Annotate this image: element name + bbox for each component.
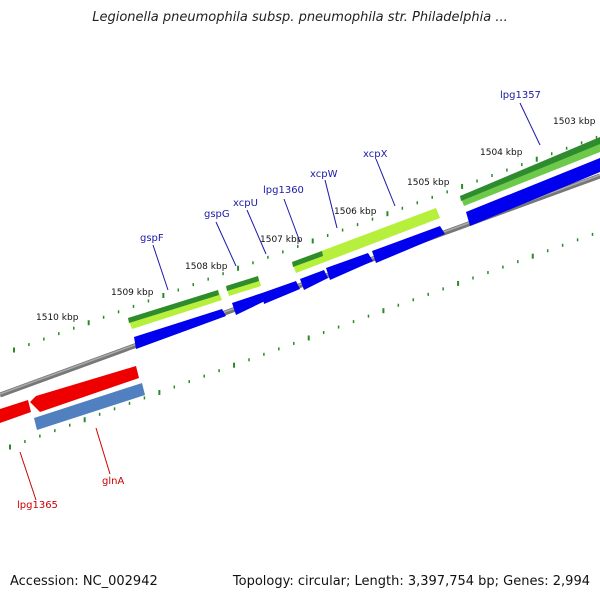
gene-gspG[interactable]	[232, 293, 265, 315]
gene-reverse-blue[interactable]	[34, 383, 145, 430]
gene-label-xcpX[interactable]: xcpX	[363, 149, 388, 160]
gene-gspF[interactable]	[134, 309, 226, 349]
gene-lpg1360[interactable]	[300, 270, 328, 290]
gene-label-xcpW[interactable]: xcpW	[310, 169, 338, 180]
reverse-gene-track[interactable]	[0, 366, 145, 430]
scale-ticks-top	[13, 135, 598, 353]
scale-label-1510: 1510 kbp	[36, 313, 79, 323]
scale-label-1506: 1506 kbp	[334, 207, 377, 217]
gene-xcpW[interactable]	[326, 253, 373, 280]
gene-lpg1357[interactable]	[466, 158, 600, 226]
accession-text: Accession: NC_002942	[10, 574, 158, 589]
scale-ticks-bottom	[9, 232, 594, 450]
scale-label-1507: 1507 kbp	[260, 235, 303, 245]
gene-glnA[interactable]	[30, 366, 139, 412]
scale-label-1509: 1509 kbp	[111, 288, 154, 298]
gene-label-lpg1360[interactable]: lpg1360	[263, 185, 304, 196]
orf-track	[128, 137, 600, 329]
gene-label-xcpU[interactable]: xcpU	[233, 198, 258, 209]
forward-gene-track[interactable]	[134, 158, 600, 349]
scale-label-1503: 1503 kbp	[553, 117, 596, 127]
scale-label-1508: 1508 kbp	[185, 262, 228, 272]
scale-label-1505: 1505 kbp	[407, 178, 450, 188]
map-title: Legionella pneumophila subsp. pneumophil…	[92, 10, 508, 25]
gene-lpg1365[interactable]	[0, 400, 31, 423]
gene-label-lpg1365[interactable]: lpg1365	[17, 500, 58, 511]
gene-label-lpg1357[interactable]: lpg1357	[500, 90, 541, 101]
gene-xcpX[interactable]	[372, 226, 445, 263]
gene-label-gspF[interactable]: gspF	[140, 233, 164, 244]
gene-label-gspG[interactable]: gspG	[204, 209, 230, 220]
scale-label-1504: 1504 kbp	[480, 148, 523, 158]
topology-text: Topology: circular; Length: 3,397,754 bp…	[232, 574, 590, 589]
gene-xcpU[interactable]	[262, 281, 300, 304]
gene-label-glnA[interactable]: glnA	[102, 476, 124, 487]
